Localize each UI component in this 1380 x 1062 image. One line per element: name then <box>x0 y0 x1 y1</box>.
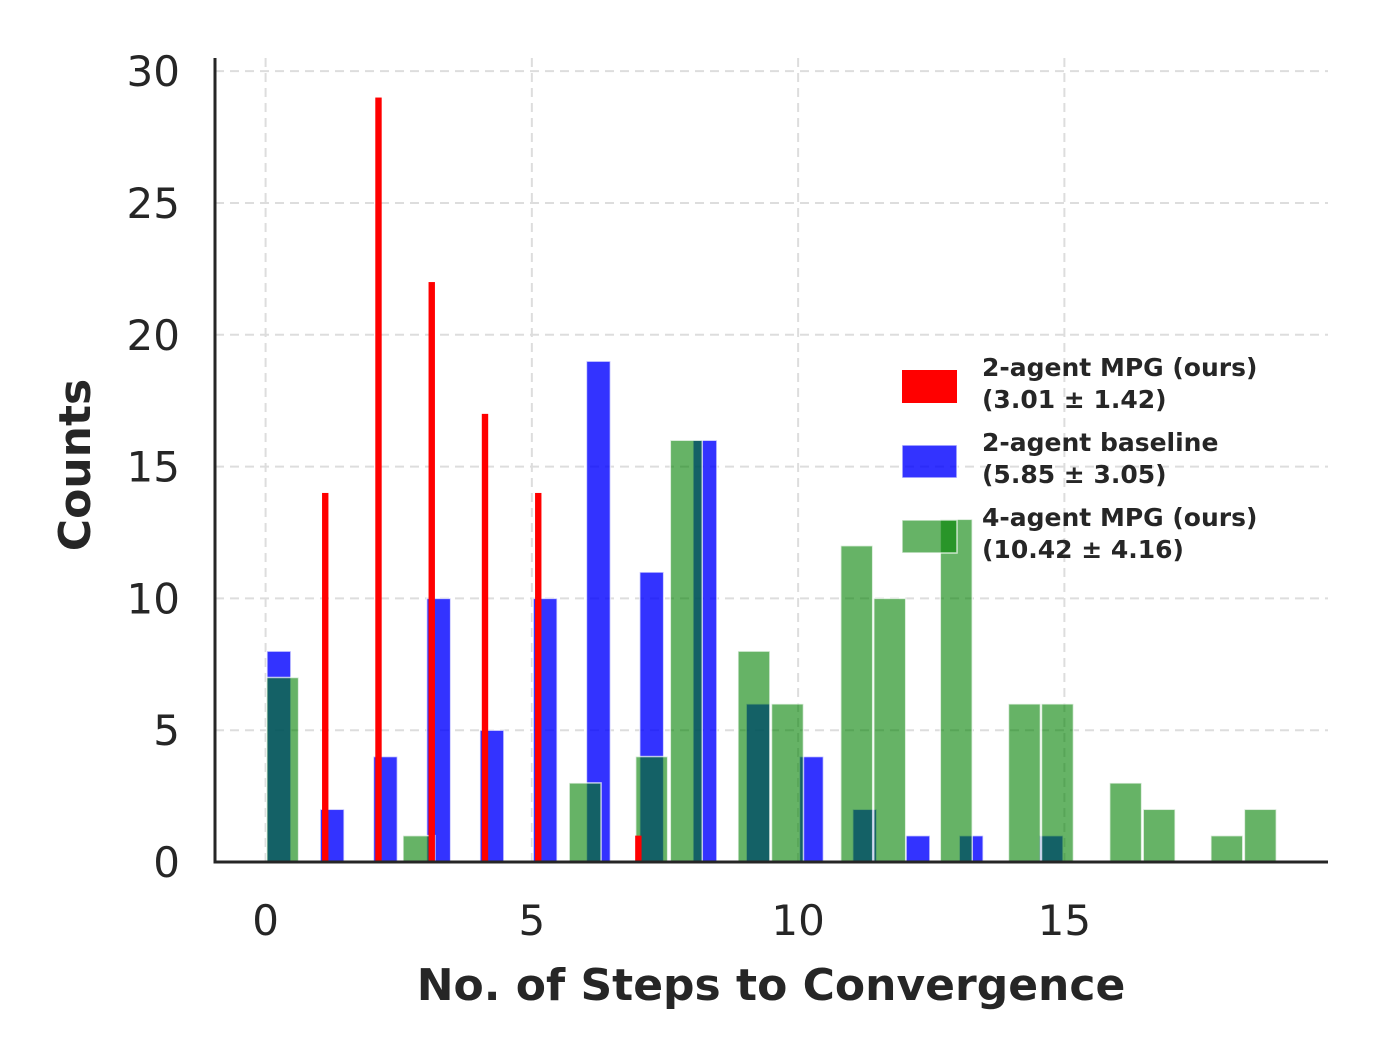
y-tick-label: 10 <box>127 574 180 623</box>
y-tick-label: 30 <box>127 47 180 96</box>
bar <box>1040 703 1075 863</box>
axes <box>213 58 1328 864</box>
bar <box>635 835 642 862</box>
y-tick-label: 15 <box>127 443 180 492</box>
legend-entry: 4-agent MPG (ours) (10.42 ± 4.16) <box>901 503 1257 564</box>
series-2-agent-mpg-ours- <box>322 97 642 863</box>
legend: 2-agent MPG (ours) (3.01 ± 1.42) 2-agent b… <box>901 353 1257 564</box>
legend-label: 4-agent MPG (ours) <box>982 503 1257 532</box>
bar <box>905 834 931 863</box>
bar <box>375 97 382 862</box>
x-axis-title: No. of Steps to Convergence <box>417 960 1126 1011</box>
tick-labels: 0 5 10 15 20 25 30 0 5 10 15 <box>127 47 1092 945</box>
y-tick-label: 5 <box>153 706 180 755</box>
legend-stat: (3.01 ± 1.42) <box>982 385 1167 414</box>
y-tick-label: 20 <box>127 311 180 360</box>
bar <box>1210 834 1244 863</box>
bar <box>1142 808 1176 863</box>
bars <box>265 97 1278 863</box>
legend-swatch <box>902 370 957 403</box>
bar <box>669 439 704 863</box>
x-tick-label: 5 <box>518 896 545 945</box>
bar <box>770 703 805 863</box>
y-tick-label: 0 <box>153 838 180 887</box>
legend-label: 2-agent MPG (ours) <box>982 353 1257 382</box>
x-tick-label: 15 <box>1038 896 1091 945</box>
y-axis-title: Counts <box>50 379 101 551</box>
bar <box>265 676 300 863</box>
bar <box>939 518 974 863</box>
legend-entry: 2-agent baseline (5.85 ± 3.05) <box>901 428 1218 489</box>
bar <box>1007 703 1042 863</box>
legend-swatch <box>901 444 958 479</box>
bar <box>872 597 907 863</box>
bar <box>568 782 602 863</box>
bar <box>1243 808 1278 863</box>
bar <box>322 492 329 862</box>
x-tick-label: 0 <box>252 896 279 945</box>
legend-stat: (5.85 ± 3.05) <box>982 460 1167 489</box>
legend-entry: 2-agent MPG (ours) (3.01 ± 1.42) <box>902 353 1257 414</box>
legend-stat: (10.42 ± 4.16) <box>982 535 1184 564</box>
bar <box>481 413 489 862</box>
bar <box>535 492 542 862</box>
y-tick-label: 25 <box>127 179 180 228</box>
bar <box>737 650 771 863</box>
bar <box>839 544 874 863</box>
bar <box>1108 782 1143 863</box>
bar <box>428 282 435 863</box>
legend-swatch <box>901 519 958 554</box>
x-tick-label: 10 <box>771 896 824 945</box>
legend-label: 2-agent baseline <box>982 428 1218 457</box>
